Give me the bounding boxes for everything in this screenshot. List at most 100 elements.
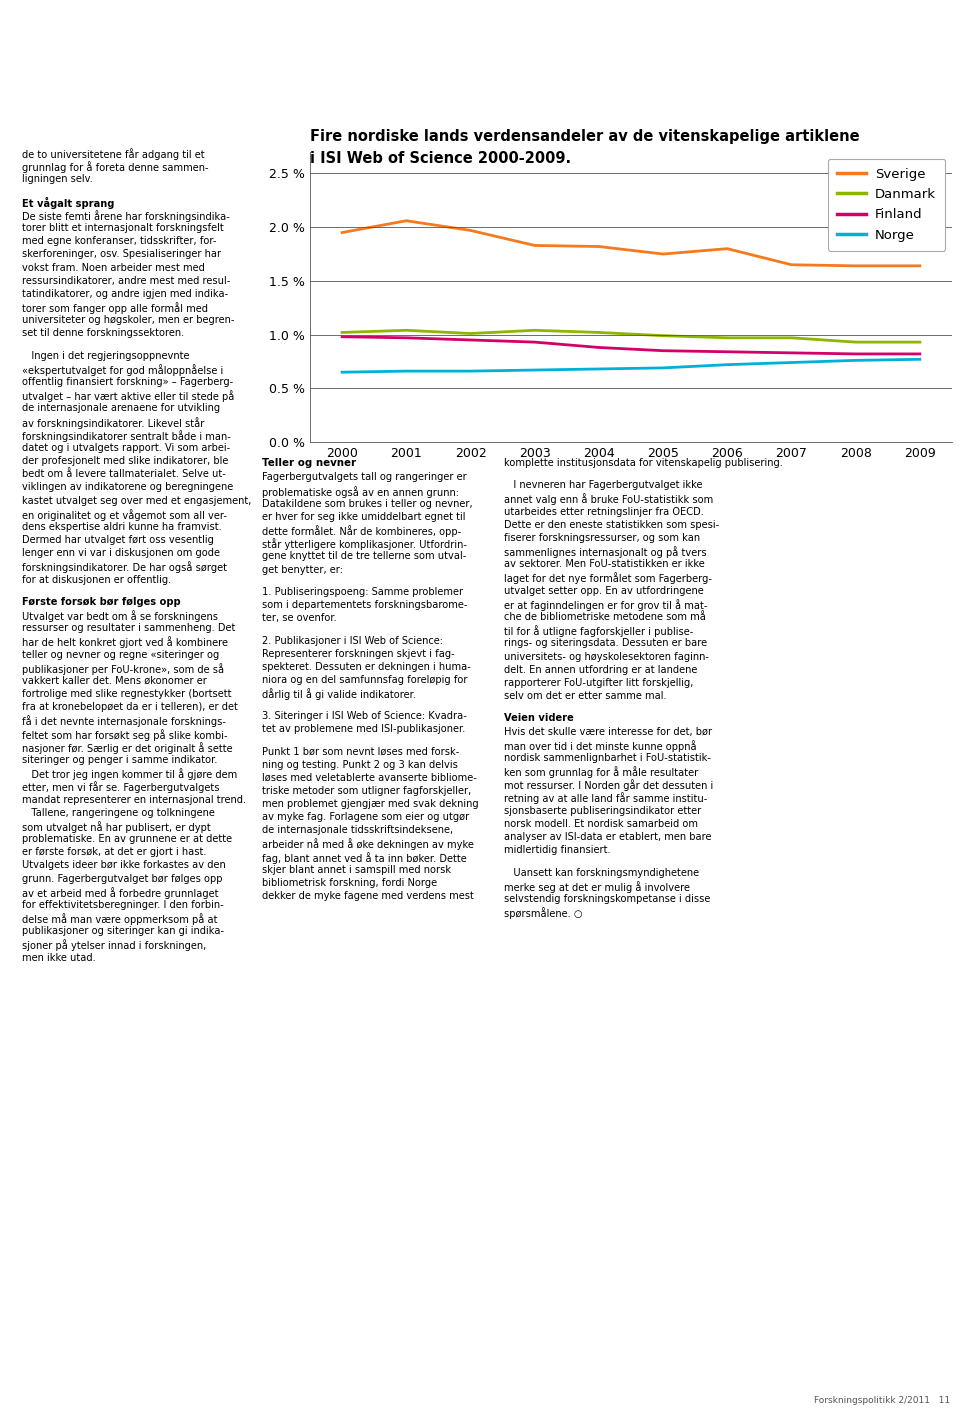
Text: Det tror jeg ingen kommer til å gjøre dem: Det tror jeg ingen kommer til å gjøre de… bbox=[22, 769, 237, 780]
Text: rings- og siteringsdata. Dessuten er bare: rings- og siteringsdata. Dessuten er bar… bbox=[504, 639, 708, 649]
Text: teller og nevner og regne «siteringer og: teller og nevner og regne «siteringer og bbox=[22, 650, 219, 660]
Text: sjonsbaserte publiseringsindikator etter: sjonsbaserte publiseringsindikator etter bbox=[504, 806, 701, 816]
Text: triske metoder som utligner fagforskjeller,: triske metoder som utligner fagforskjell… bbox=[262, 786, 471, 796]
Text: de internasjonale tidsskriftsindeksene,: de internasjonale tidsskriftsindeksene, bbox=[262, 826, 453, 835]
Text: tet av problemene med ISI-publikasjoner.: tet av problemene med ISI-publikasjoner. bbox=[262, 724, 466, 733]
Text: vakkert kaller det. Mens økonomer er: vakkert kaller det. Mens økonomer er bbox=[22, 675, 206, 687]
Text: torer blitt et internasjonalt forskningsfelt: torer blitt et internasjonalt forsknings… bbox=[22, 224, 224, 234]
Text: utarbeides etter retningslinjer fra OECD.: utarbeides etter retningslinjer fra OECD… bbox=[504, 507, 704, 517]
Text: komplette institusjonsdata for vitenskapelig publisering.: komplette institusjonsdata for vitenskap… bbox=[504, 457, 782, 469]
Text: Forskningspolitikk 2/2011   11: Forskningspolitikk 2/2011 11 bbox=[814, 1396, 950, 1405]
Text: Utvalgets ideer bør ikke forkastes av den: Utvalgets ideer bør ikke forkastes av de… bbox=[22, 861, 226, 871]
Text: rapporterer FoU-utgifter litt forskjellig,: rapporterer FoU-utgifter litt forskjelli… bbox=[504, 678, 693, 688]
Text: publikasjoner per FoU-krone», som de så: publikasjoner per FoU-krone», som de så bbox=[22, 663, 224, 675]
Text: dette formålet. Når de kombineres, opp-: dette formålet. Når de kombineres, opp- bbox=[262, 525, 461, 537]
Text: torer som fanger opp alle formål med: torer som fanger opp alle formål med bbox=[22, 302, 208, 314]
Text: 2. Publikasjoner i ISI Web of Science:: 2. Publikasjoner i ISI Web of Science: bbox=[262, 636, 443, 646]
Text: der profesjonelt med slike indikatorer, ble: der profesjonelt med slike indikatorer, … bbox=[22, 456, 228, 466]
Text: «ekspertutvalget for god måloppnåelse i: «ekspertutvalget for god måloppnåelse i bbox=[22, 364, 224, 375]
Text: che de bibliometriske metodene som må: che de bibliometriske metodene som må bbox=[504, 612, 706, 622]
Text: er første forsøk, at det er gjort i hast.: er første forsøk, at det er gjort i hast… bbox=[22, 847, 206, 857]
Text: ter, se ovenfor.: ter, se ovenfor. bbox=[262, 613, 337, 623]
Text: i ISI Web of Science 2000-2009.: i ISI Web of Science 2000-2009. bbox=[310, 152, 571, 166]
Text: Fire nordiske lands verdensandeler av de vitenskapelige artiklene: Fire nordiske lands verdensandeler av de… bbox=[310, 129, 859, 143]
Text: bibliometrisk forskning, fordi Norge: bibliometrisk forskning, fordi Norge bbox=[262, 878, 437, 888]
Text: annet valg enn å bruke FoU-statistikk som: annet valg enn å bruke FoU-statistikk so… bbox=[504, 494, 713, 506]
Text: feltet som har forsøkt seg på slike kombi-: feltet som har forsøkt seg på slike komb… bbox=[22, 729, 228, 741]
Text: sjoner på ytelser innad i forskningen,: sjoner på ytelser innad i forskningen, bbox=[22, 939, 206, 952]
Text: Fagerbergutvalgets tall og rangeringer er: Fagerbergutvalgets tall og rangeringer e… bbox=[262, 473, 467, 483]
Text: arbeider nå med å øke dekningen av myke: arbeider nå med å øke dekningen av myke bbox=[262, 838, 474, 851]
Text: grunnlag for å foreta denne sammen-: grunnlag for å foreta denne sammen- bbox=[22, 161, 208, 173]
Text: nasjoner før. Særlig er det originalt å sette: nasjoner før. Særlig er det originalt å … bbox=[22, 742, 232, 753]
Text: sammenlignes internasjonalt og på tvers: sammenlignes internasjonalt og på tvers bbox=[504, 547, 707, 558]
Text: Ingen i det regjeringsoppnevnte: Ingen i det regjeringsoppnevnte bbox=[22, 351, 189, 361]
Text: viklingen av indikatorene og beregningene: viklingen av indikatorene og beregningen… bbox=[22, 483, 233, 493]
Text: forskningsindikatorer sentralt både i man-: forskningsindikatorer sentralt både i ma… bbox=[22, 430, 230, 442]
Text: har de helt konkret gjort ved å kombinere: har de helt konkret gjort ved å kombiner… bbox=[22, 637, 228, 649]
Text: skjer blant annet i samspill med norsk: skjer blant annet i samspill med norsk bbox=[262, 865, 451, 875]
Text: Datakildene som brukes i teller og nevner,: Datakildene som brukes i teller og nevne… bbox=[262, 498, 472, 508]
Text: utvalget – har vært aktive eller til stede på: utvalget – har vært aktive eller til ste… bbox=[22, 391, 234, 402]
Text: offentlig finansiert forskning» – Fagerberg-: offentlig finansiert forskning» – Fagerb… bbox=[22, 377, 233, 387]
Text: bedt om å levere tallmaterialet. Selve ut-: bedt om å levere tallmaterialet. Selve u… bbox=[22, 469, 226, 480]
Text: Tallene, rangeringene og tolkningene: Tallene, rangeringene og tolkningene bbox=[22, 807, 215, 818]
Text: av myke fag. Forlagene som eier og utgør: av myke fag. Forlagene som eier og utgør bbox=[262, 813, 469, 823]
Text: Representerer forskningen skjevt i fag-: Representerer forskningen skjevt i fag- bbox=[262, 649, 455, 658]
Text: spekteret. Dessuten er dekningen i huma-: spekteret. Dessuten er dekningen i huma- bbox=[262, 663, 470, 673]
Text: Hvis det skulle være interesse for det, bør: Hvis det skulle være interesse for det, … bbox=[504, 726, 712, 736]
Text: er hver for seg ikke umiddelbart egnet til: er hver for seg ikke umiddelbart egnet t… bbox=[262, 513, 466, 523]
Text: problematiske også av en annen grunn:: problematiske også av en annen grunn: bbox=[262, 486, 459, 497]
Text: Et vågalt sprang: Et vågalt sprang bbox=[22, 197, 114, 208]
Text: I nevneren har Fagerbergutvalget ikke: I nevneren har Fagerbergutvalget ikke bbox=[504, 480, 703, 490]
Text: Veien videre: Veien videre bbox=[504, 714, 574, 724]
Text: delt. En annen utfordring er at landene: delt. En annen utfordring er at landene bbox=[504, 664, 697, 675]
Text: fag, blant annet ved å ta inn bøker. Dette: fag, blant annet ved å ta inn bøker. Det… bbox=[262, 852, 467, 864]
Text: mandat representerer en internasjonal trend.: mandat representerer en internasjonal tr… bbox=[22, 794, 246, 804]
Text: men ikke utad.: men ikke utad. bbox=[22, 953, 96, 963]
Text: utvalget setter opp. En av utfordringene: utvalget setter opp. En av utfordringene bbox=[504, 586, 704, 596]
Text: problematiske. En av grunnene er at dette: problematiske. En av grunnene er at dett… bbox=[22, 834, 232, 844]
Text: kastet utvalget seg over med et engasjement,: kastet utvalget seg over med et engasjem… bbox=[22, 496, 252, 506]
Text: som utvalget nå har publisert, er dypt: som utvalget nå har publisert, er dypt bbox=[22, 821, 211, 833]
Text: TEMA: TEMA bbox=[696, 31, 774, 59]
Text: nordisk sammenlignbarhet i FoU-statistik-: nordisk sammenlignbarhet i FoU-statistik… bbox=[504, 753, 711, 763]
Text: ressurser og resultater i sammenheng. Det: ressurser og resultater i sammenheng. De… bbox=[22, 623, 235, 633]
Text: publikasjoner og siteringer kan gi indika-: publikasjoner og siteringer kan gi indik… bbox=[22, 926, 224, 936]
Text: Uansett kan forskningsmyndighetene: Uansett kan forskningsmyndighetene bbox=[504, 868, 699, 878]
Text: vokst fram. Noen arbeider mest med: vokst fram. Noen arbeider mest med bbox=[22, 262, 204, 272]
Text: 3. Siteringer i ISI Web of Science: Kvadra-: 3. Siteringer i ISI Web of Science: Kvad… bbox=[262, 711, 467, 721]
Text: 1. Publiseringspoeng: Samme problemer: 1. Publiseringspoeng: Samme problemer bbox=[262, 588, 463, 598]
Text: skerforeninger, osv. Spesialiseringer har: skerforeninger, osv. Spesialiseringer ha… bbox=[22, 249, 221, 259]
Text: Første forsøk bør følges opp: Første forsøk bør følges opp bbox=[22, 598, 180, 607]
Text: av et arbeid med å forbedre grunnlaget: av et arbeid med å forbedre grunnlaget bbox=[22, 886, 219, 899]
Text: mot ressurser. I Norden går det dessuten i: mot ressurser. I Norden går det dessuten… bbox=[504, 779, 713, 792]
Text: fra at kronebelopøet da er i telleren), er det: fra at kronebelopøet da er i telleren), … bbox=[22, 702, 238, 712]
Text: dens ekspertise aldri kunne ha framvist.: dens ekspertise aldri kunne ha framvist. bbox=[22, 523, 222, 532]
Text: retning av at alle land får samme institu-: retning av at alle land får samme instit… bbox=[504, 793, 708, 804]
Text: ning og testing. Punkt 2 og 3 kan delvis: ning og testing. Punkt 2 og 3 kan delvis bbox=[262, 759, 458, 769]
Text: Punkt 1 bør som nevnt løses med forsk-: Punkt 1 bør som nevnt løses med forsk- bbox=[262, 746, 460, 756]
Text: analyser av ISI-data er etablert, men bare: analyser av ISI-data er etablert, men ba… bbox=[504, 833, 711, 843]
Text: delse må man være oppmerksom på at: delse må man være oppmerksom på at bbox=[22, 913, 218, 925]
Text: set til denne forskningssektoren.: set til denne forskningssektoren. bbox=[22, 329, 184, 338]
Text: niora og en del samfunnsfag foreløpig for: niora og en del samfunnsfag foreløpig fo… bbox=[262, 675, 468, 685]
Text: løses med veletablerte avanserte bibliome-: løses med veletablerte avanserte bibliom… bbox=[262, 773, 477, 783]
Text: ressursindikatorer, andre mest med resul-: ressursindikatorer, andre mest med resul… bbox=[22, 276, 230, 286]
Text: er at faginndelingen er for grov til å mat-: er at faginndelingen er for grov til å m… bbox=[504, 599, 708, 610]
Text: datet og i utvalgets rapport. Vi som arbei-: datet og i utvalgets rapport. Vi som arb… bbox=[22, 443, 230, 453]
Text: av forskningsindikatorer. Likevel står: av forskningsindikatorer. Likevel står bbox=[22, 416, 204, 429]
Text: lenger enn vi var i diskusjonen om gode: lenger enn vi var i diskusjonen om gode bbox=[22, 548, 220, 558]
Text: midlertidig finansiert.: midlertidig finansiert. bbox=[504, 845, 611, 855]
Text: get benytter, er:: get benytter, er: bbox=[262, 565, 343, 575]
Text: fiserer forskningsressurser, og som kan: fiserer forskningsressurser, og som kan bbox=[504, 532, 700, 544]
Text: fortrolige med slike regnestykker (bortsett: fortrolige med slike regnestykker (borts… bbox=[22, 690, 231, 700]
Legend: Sverige, Danmark, Finland, Norge: Sverige, Danmark, Finland, Norge bbox=[828, 159, 946, 251]
Text: en originalitet og et vågemot som all ver-: en originalitet og et vågemot som all ve… bbox=[22, 508, 227, 521]
Text: universiteter og høgskoler, men er begren-: universiteter og høgskoler, men er begre… bbox=[22, 316, 234, 326]
Text: tatindikatorer, og andre igjen med indika-: tatindikatorer, og andre igjen med indik… bbox=[22, 289, 228, 299]
Text: man over tid i det minste kunne oppnå: man over tid i det minste kunne oppnå bbox=[504, 739, 697, 752]
Text: få i det nevnte internasjonale forsknings-: få i det nevnte internasjonale forskning… bbox=[22, 715, 226, 728]
Text: men problemet gjengjær med svak dekning: men problemet gjengjær med svak dekning bbox=[262, 799, 479, 809]
Text: forskningsindikatorer. De har også sørget: forskningsindikatorer. De har også sørge… bbox=[22, 562, 227, 573]
